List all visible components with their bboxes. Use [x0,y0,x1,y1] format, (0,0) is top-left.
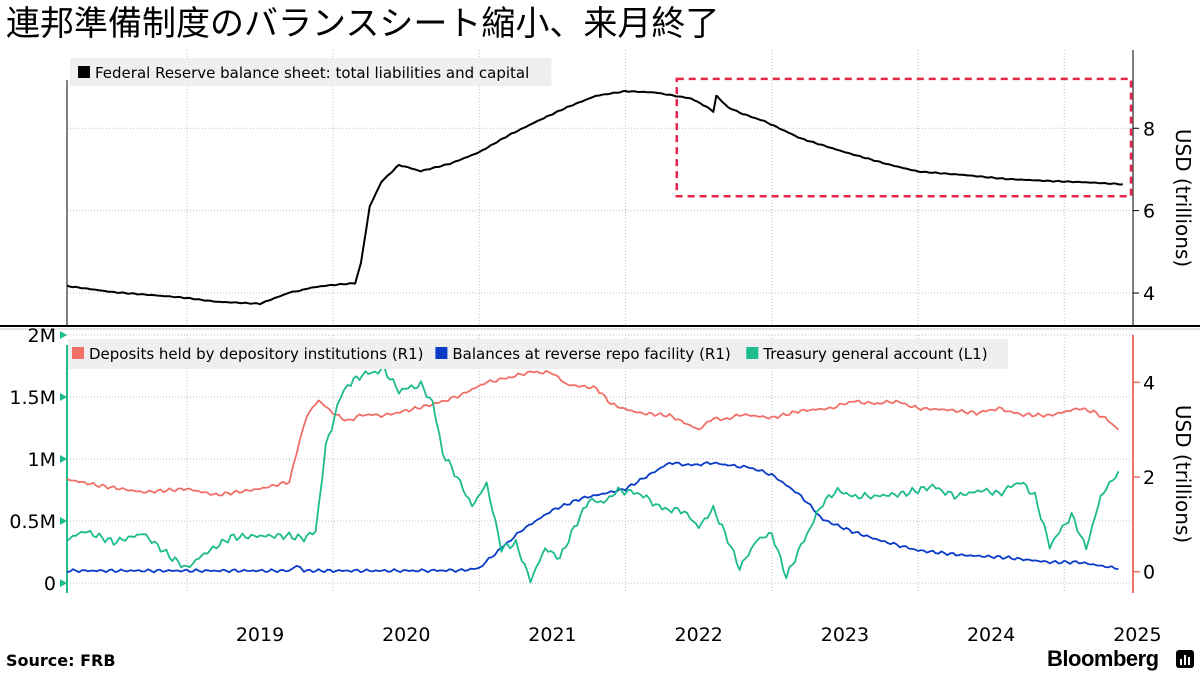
page-title: 連邦準備制度のバランスシート縮小、来月終了 [6,4,720,44]
right-y-tick-label-2: 2 [1143,467,1155,489]
series-line-treasury-general-account [66,365,1120,584]
left-tick-marker-0.5M [60,517,67,526]
x-tick-label-2025: 2025 [1113,624,1161,646]
legend-swatch-reverse-repo [435,347,448,359]
highlight-box [675,77,1133,198]
top-legend-background [70,58,552,86]
left-y-tick-label-1.5M: 1.5M [9,387,56,409]
legend-swatch-treasury-general-account [746,347,759,359]
bottom-legend-background [68,339,1009,369]
legend-swatch-balance-sheet [78,66,90,78]
x-tick-label-2022: 2022 [675,624,723,646]
left-tick-marker-0 [60,579,67,588]
legend-label-deposits: Deposits held by depository institutions… [89,345,424,363]
left-y-tick-label-1M: 1M [28,449,56,471]
left-y-tick-label-2M: 2M [28,325,56,347]
bottom-legend: Deposits held by depository institutions… [68,339,1009,369]
bottom-y-axis-label: USD (trillions) [1171,405,1195,543]
bloomberg-logo: Bloomberg [1047,646,1159,671]
bloomberg-terminal-icon [1176,650,1194,668]
x-tick-label-2023: 2023 [821,624,869,646]
x-tick-label-2020: 2020 [382,624,430,646]
left-y-tick-label-0: 0 [44,573,56,595]
series-line-balance-sheet [66,90,1123,306]
legend-label-balance-sheet: Federal Reserve balance sheet: total lia… [95,64,529,82]
source-note: Source: FRB [6,651,116,670]
legend-swatch-deposits [72,347,84,359]
right-y-tick-label-0: 0 [1143,562,1155,584]
legend-label-reverse-repo: Balances at reverse repo facility (R1) [452,345,730,363]
x-tick-label-2019: 2019 [236,624,284,646]
top-y-axis-label: USD (trillions) [1171,129,1195,267]
legend-label-treasury-general-account: Treasury general account (L1) [762,345,987,363]
left-tick-marker-1.5M [60,393,67,402]
top-y-tick-label-4: 4 [1143,283,1155,305]
top-y-tick-label-6: 6 [1143,201,1155,223]
left-y-tick-label-0.5M: 0.5M [9,511,56,533]
left-tick-marker-1M [60,455,67,464]
top-y-tick-label-8: 8 [1143,118,1155,140]
right-y-tick-label-4: 4 [1143,372,1155,394]
series-line-deposits [66,370,1120,497]
left-tick-marker-2M [60,331,67,339]
x-tick-label-2024: 2024 [967,624,1015,646]
x-tick-label-2021: 2021 [528,624,576,646]
series-line-reverse-repo [66,461,1119,574]
